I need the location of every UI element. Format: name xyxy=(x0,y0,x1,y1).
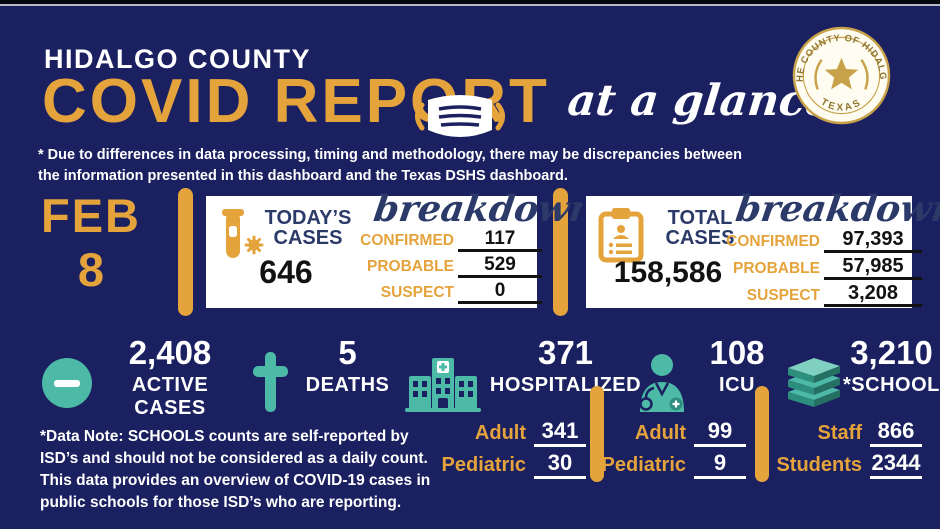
breakdown-row: SUSPECT 3,208 xyxy=(708,283,922,307)
sub-row: Pediatric 30 xyxy=(428,452,586,479)
hospitalized-breakdown: Adult 341 Pediatric 30 xyxy=(428,420,586,484)
breakdown-label: SUSPECT xyxy=(380,283,454,301)
total-cases-total: 158,586 xyxy=(613,256,723,289)
sub-row: Adult 341 xyxy=(428,420,586,447)
disclaimer-line-2: the information presented in this dashbo… xyxy=(38,168,568,185)
sub-label: Pediatric xyxy=(601,454,686,476)
deaths-label: DEATHS xyxy=(305,374,390,396)
sub-label: Adult xyxy=(634,422,686,444)
deaths-value: 5 xyxy=(338,334,357,371)
sub-label: Pediatric xyxy=(441,454,526,476)
breakdown-value: 117 xyxy=(458,229,542,252)
breakdown-value: 3,208 xyxy=(824,283,922,307)
sub-row: Students 2344 xyxy=(772,452,922,479)
sub-value: 866 xyxy=(870,420,922,447)
breakdown-label: PROBABLE xyxy=(733,260,820,277)
disclaimer-text: * Due to differences in data processing,… xyxy=(38,145,778,187)
icu-stat: 108 ICU xyxy=(693,334,781,397)
breakdown-title: breakdown xyxy=(371,188,599,230)
doctor-icon xyxy=(639,354,684,412)
books-stack-icon xyxy=(788,358,840,407)
sub-label: Staff xyxy=(817,422,862,444)
active-cases-stat: 2,408 ACTIVE CASES xyxy=(95,334,245,420)
schools-stat: 3,210 *SCHOOLS xyxy=(843,334,940,397)
breakdown-label: CONFIRMED xyxy=(726,233,820,250)
breakdown-value: 0 xyxy=(458,280,542,304)
hospitalized-stat: 371 HOSPITALIZED xyxy=(483,334,648,397)
data-note-line-1: *Data Note: SCHOOLS counts are self-repo… xyxy=(40,428,409,445)
active-cases-label: ACTIVE CASES xyxy=(131,374,209,419)
data-note-line-3: This data provides an overview of COVID-… xyxy=(40,472,431,489)
report-date-month: FEB xyxy=(41,189,141,242)
breakdown-label: CONFIRMED xyxy=(360,231,454,249)
sub-label: Adult xyxy=(474,422,526,444)
clipboard-icon xyxy=(598,208,644,263)
disclaimer-line-1: * Due to differences in data processing,… xyxy=(38,147,742,163)
deaths-stat: 5 DEATHS xyxy=(295,334,400,397)
breakdown-title: breakdown xyxy=(733,188,940,230)
breakdown-row: PROBABLE 529 xyxy=(346,254,542,278)
gold-divider-bar xyxy=(178,188,193,316)
icu-label: ICU xyxy=(719,374,755,396)
hospital-icon xyxy=(405,358,481,412)
breakdown-value: 529 xyxy=(458,254,542,278)
breakdown-label: SUSPECT xyxy=(746,287,820,304)
data-note-line-2: ISD’s and should not be considered as a … xyxy=(40,450,428,467)
schools-breakdown: Staff 866 Students 2344 xyxy=(772,420,922,484)
breakdown-row: SUSPECT 0 xyxy=(346,280,542,304)
top-strip xyxy=(0,0,940,4)
gold-separator xyxy=(755,386,769,482)
data-note-line-4: public schools for those ISD’s who are r… xyxy=(40,494,402,511)
sub-row: Pediatric 9 xyxy=(602,452,746,479)
test-tube-icon xyxy=(222,209,264,258)
todays-breakdown-rows: CONFIRMED 117 PROBABLE 529 SUSPECT 0 xyxy=(346,229,542,307)
sub-value: 30 xyxy=(534,452,586,479)
breakdown-row: CONFIRMED 97,393 xyxy=(708,229,922,253)
active-cases-value: 2,408 xyxy=(128,334,212,371)
breakdown-value: 97,393 xyxy=(824,229,922,253)
county-name: HIDALGO COUNTY xyxy=(44,44,311,74)
active-cases-icon xyxy=(42,358,92,408)
hospitalized-label: HOSPITALIZED xyxy=(489,374,642,396)
todays-cases-total: 646 xyxy=(259,254,313,290)
gold-divider-bar xyxy=(553,188,568,316)
breakdown-row: PROBABLE 57,985 xyxy=(708,256,922,280)
schools-value: 3,210 xyxy=(850,334,933,371)
total-breakdown-rows: CONFIRMED 97,393 PROBABLE 57,985 SUSPECT… xyxy=(708,229,922,310)
total-cases-label: TOTAL CASES xyxy=(665,207,735,249)
schools-label: *SCHOOLS xyxy=(843,374,940,396)
icu-breakdown: Adult 99 Pediatric 9 xyxy=(602,420,746,484)
breakdown-row: CONFIRMED 117 xyxy=(346,229,542,252)
top-divider-line xyxy=(0,4,940,6)
face-mask-icon xyxy=(415,95,505,137)
sub-row: Staff 866 xyxy=(772,420,922,447)
deaths-cross-icon xyxy=(253,352,288,412)
todays-cases-card: TODAY’S CASES 646 breakdown CONFIRMED 11… xyxy=(203,188,599,311)
breakdown-value: 57,985 xyxy=(824,256,922,280)
sub-value: 99 xyxy=(694,420,746,447)
breakdown-label: PROBABLE xyxy=(367,257,454,275)
sub-value: 9 xyxy=(694,452,746,479)
gold-separator xyxy=(590,386,604,482)
sub-value: 341 xyxy=(534,420,586,447)
data-note: *Data Note: SCHOOLS counts are self-repo… xyxy=(40,426,450,514)
hospitalized-value: 371 xyxy=(537,334,594,371)
report-date-day: 8 xyxy=(77,243,105,296)
icu-value: 108 xyxy=(709,334,765,371)
sub-label: Students xyxy=(776,454,862,476)
todays-cases-label: TODAY’S CASES xyxy=(264,207,352,249)
sub-value: 2344 xyxy=(870,452,922,479)
total-cases-card: TOTAL CASES 158,586 breakdown CONFIRMED … xyxy=(583,188,940,311)
sub-row: Adult 99 xyxy=(608,420,746,447)
county-seal: THE COUNTY OF HIDALGO TEXAS xyxy=(792,26,891,125)
